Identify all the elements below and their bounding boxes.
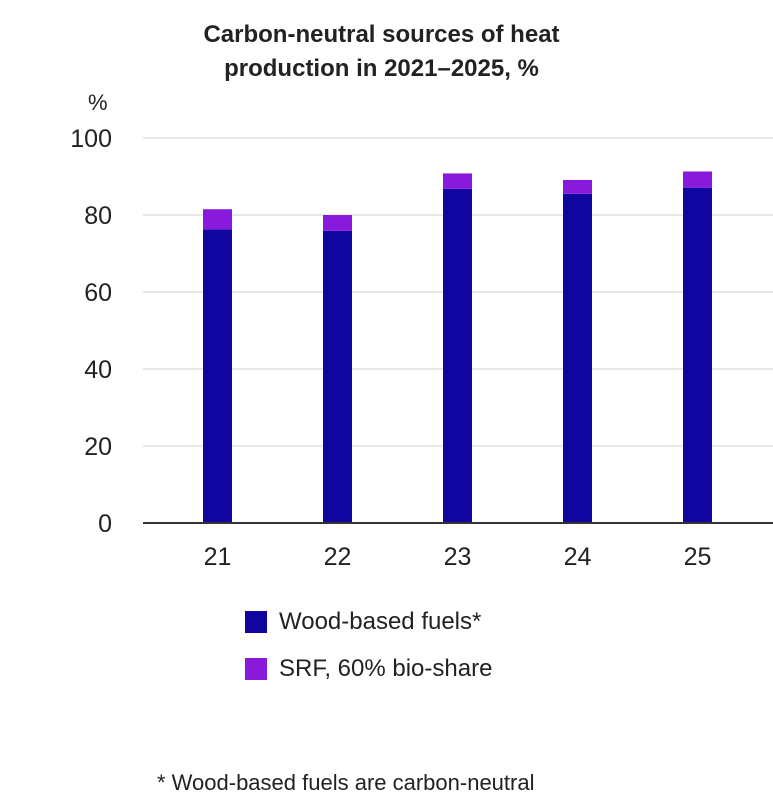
y-tick-label: 60 — [84, 279, 112, 307]
bar-srf-24 — [563, 179, 592, 194]
y-tick-label: 80 — [84, 202, 112, 230]
legend-swatch-srf — [245, 658, 267, 680]
x-tick-label: 22 — [324, 543, 352, 571]
bar-wood-22 — [323, 230, 352, 523]
x-tick-label: 24 — [564, 543, 592, 571]
legend-label-wood: Wood-based fuels* — [279, 608, 482, 635]
footnote: * Wood-based fuels are carbon-neutral — [157, 770, 535, 795]
bar-wood-23 — [443, 188, 472, 523]
y-tick-label: 100 — [70, 125, 112, 153]
legend-item-wood: Wood-based fuels* — [245, 608, 481, 636]
bar-wood-25 — [683, 187, 712, 524]
y-tick-label: 20 — [84, 433, 112, 461]
bar-srf-22 — [323, 215, 352, 231]
y-axis-label: % — [88, 90, 108, 115]
y-tick-label: 0 — [98, 510, 112, 538]
bar-srf-25 — [683, 171, 712, 188]
legend-swatch-wood — [245, 611, 267, 633]
x-tick-label: 23 — [444, 543, 472, 571]
title-line-2: production in 2021–2025, % — [224, 55, 539, 82]
chart-title: Carbon-neutral sources of heat productio… — [0, 18, 773, 86]
x-tick-label: 25 — [684, 543, 712, 571]
bar-srf-21 — [203, 209, 232, 230]
bar-srf-23 — [443, 173, 472, 189]
legend-item-srf: SRF, 60% bio-share — [245, 655, 492, 683]
x-tick-label: 21 — [204, 543, 232, 571]
bar-wood-24 — [563, 193, 592, 523]
legend-label-srf: SRF, 60% bio-share — [279, 655, 493, 682]
title-line-1: Carbon-neutral sources of heat — [203, 21, 560, 48]
y-tick-label: 40 — [84, 356, 112, 384]
bar-wood-21 — [203, 229, 232, 523]
